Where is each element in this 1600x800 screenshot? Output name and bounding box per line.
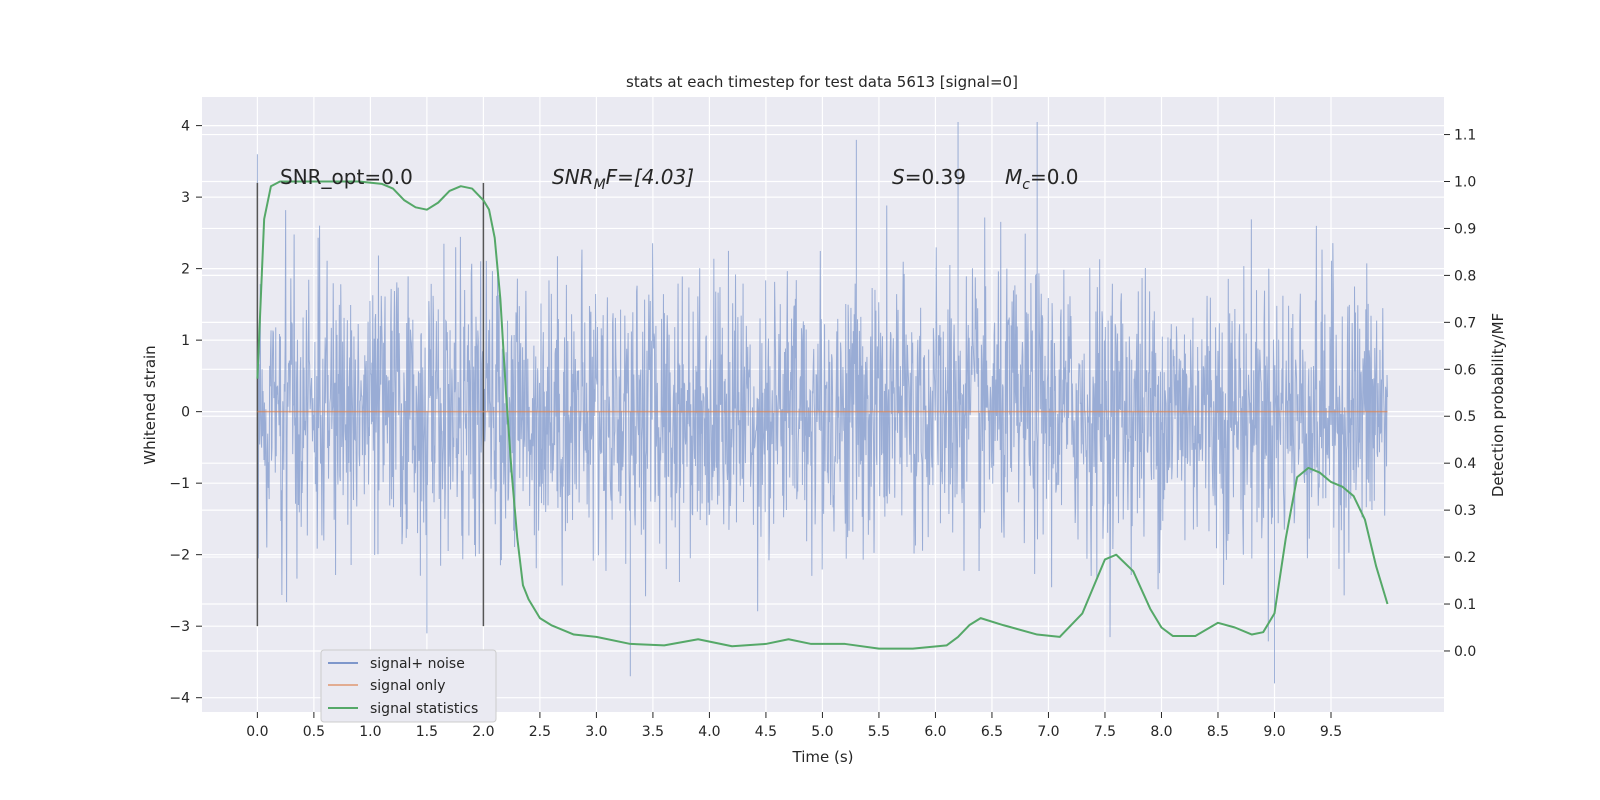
annotation-snr-opt: SNR_opt=0.0 [280,165,413,189]
y-tick-label: 3 [181,190,190,206]
x-tick-label: 1.5 [416,724,438,740]
annotation-mc-symbol: M [1005,165,1022,189]
y-tick-label: 2 [181,262,190,278]
legend-box [320,649,497,723]
y2-tick-label: 0.4 [1454,456,1476,472]
y-tick-label: 0 [181,405,190,421]
x-tick-label: 8.0 [1150,724,1172,740]
y-tick-label: −4 [169,691,190,707]
x-tick-label: 4.0 [698,724,720,740]
y2-tick-label: 0.9 [1454,221,1476,237]
annotation-mc-value: =0.0 [1030,165,1079,189]
x-tick-label: 3.0 [585,724,607,740]
y2-tick-label: 0.1 [1454,597,1476,613]
y2-tick-label: 0.5 [1454,409,1476,425]
x-tick-label: 4.5 [755,724,777,740]
chart-title: stats at each timestep for test data 561… [626,73,1018,91]
y2-tick-label: 1.1 [1454,128,1476,144]
x-tick-label: 6.0 [924,724,946,740]
annotation-s-symbol: S [892,165,905,189]
x-tick-label: 0.5 [303,724,325,740]
annotation-snr-mf-subscript: M [594,177,606,193]
signal-statistics-line [256,180,1389,650]
annotation-snr-mf-symbol: SNR [552,165,594,189]
y2-tick-label: 0.8 [1454,268,1476,284]
y2-tick-label: 0.3 [1454,503,1476,519]
x-tick-label: 9.5 [1320,724,1342,740]
x-tick-label: 7.5 [1094,724,1116,740]
x-tick-label: 6.5 [981,724,1003,740]
x-tick-label: 1.0 [359,724,381,740]
x-tick-label: 5.0 [811,724,833,740]
y2-tick-label: 0.2 [1454,550,1476,566]
vertical-markers [256,182,485,627]
y-tick-label: −2 [169,548,190,564]
y-tick-label: 1 [181,333,190,349]
y2-tick-label: 0.6 [1454,362,1476,378]
y2-axis-title: Detection probability/MF [1489,313,1507,497]
series-signal-statistics [256,180,1389,650]
annotation-s-value: =0.39 [905,165,966,189]
legend-label-noise: signal+ noise [370,656,465,672]
y2-tick-label: 0.0 [1454,644,1476,660]
y-tick-label: −3 [169,619,190,635]
x-tick-label: 8.5 [1207,724,1229,740]
legend-label-statistics: signal statistics [370,701,478,717]
x-tick-label: 3.5 [642,724,664,740]
annotation-snr-mf: SNRMF=[4.03] [552,165,694,193]
y-axis-title: Whitened strain [141,345,159,464]
y-tick-label: −1 [169,476,190,492]
legend-label-signal-only: signal only [370,678,445,694]
x-tick-label: 2.5 [529,724,551,740]
annotation-mc-subscript: c [1022,177,1030,193]
y-axis-ticks: 4 3 2 1 0 −1 −2 −3 −4 [169,119,202,707]
y2-axis-ticks: 1.1 1.0 0.9 0.8 0.7 0.6 0.5 0.4 0.3 0.2 0.1 0.0 [1444,128,1476,660]
x-axis-title: Time (s) [792,748,854,766]
annotation-snr-mf-value: F=[4.03] [606,165,694,189]
y2-tick-label: 1.0 [1454,175,1476,191]
y2-tick-label: 0.7 [1454,315,1476,331]
x-tick-label: 9.0 [1263,724,1285,740]
x-tick-label: 7.0 [1037,724,1059,740]
x-tick-label: 0.0 [246,724,268,740]
annotation-mc: Mc=0.0 [1005,165,1079,193]
x-axis-ticks: 0.0 0.5 1.0 1.5 2.0 2.5 3.0 3.5 4.0 4.5 5.0 5.5 6.0 6… [246,712,1342,740]
legend: signal+ noise signal only signal statist… [320,649,497,723]
y-tick-label: 4 [181,119,190,135]
x-tick-label: 5.5 [868,724,890,740]
x-tick-label: 2.0 [472,724,494,740]
annotation-s: S=0.39 [892,165,966,189]
